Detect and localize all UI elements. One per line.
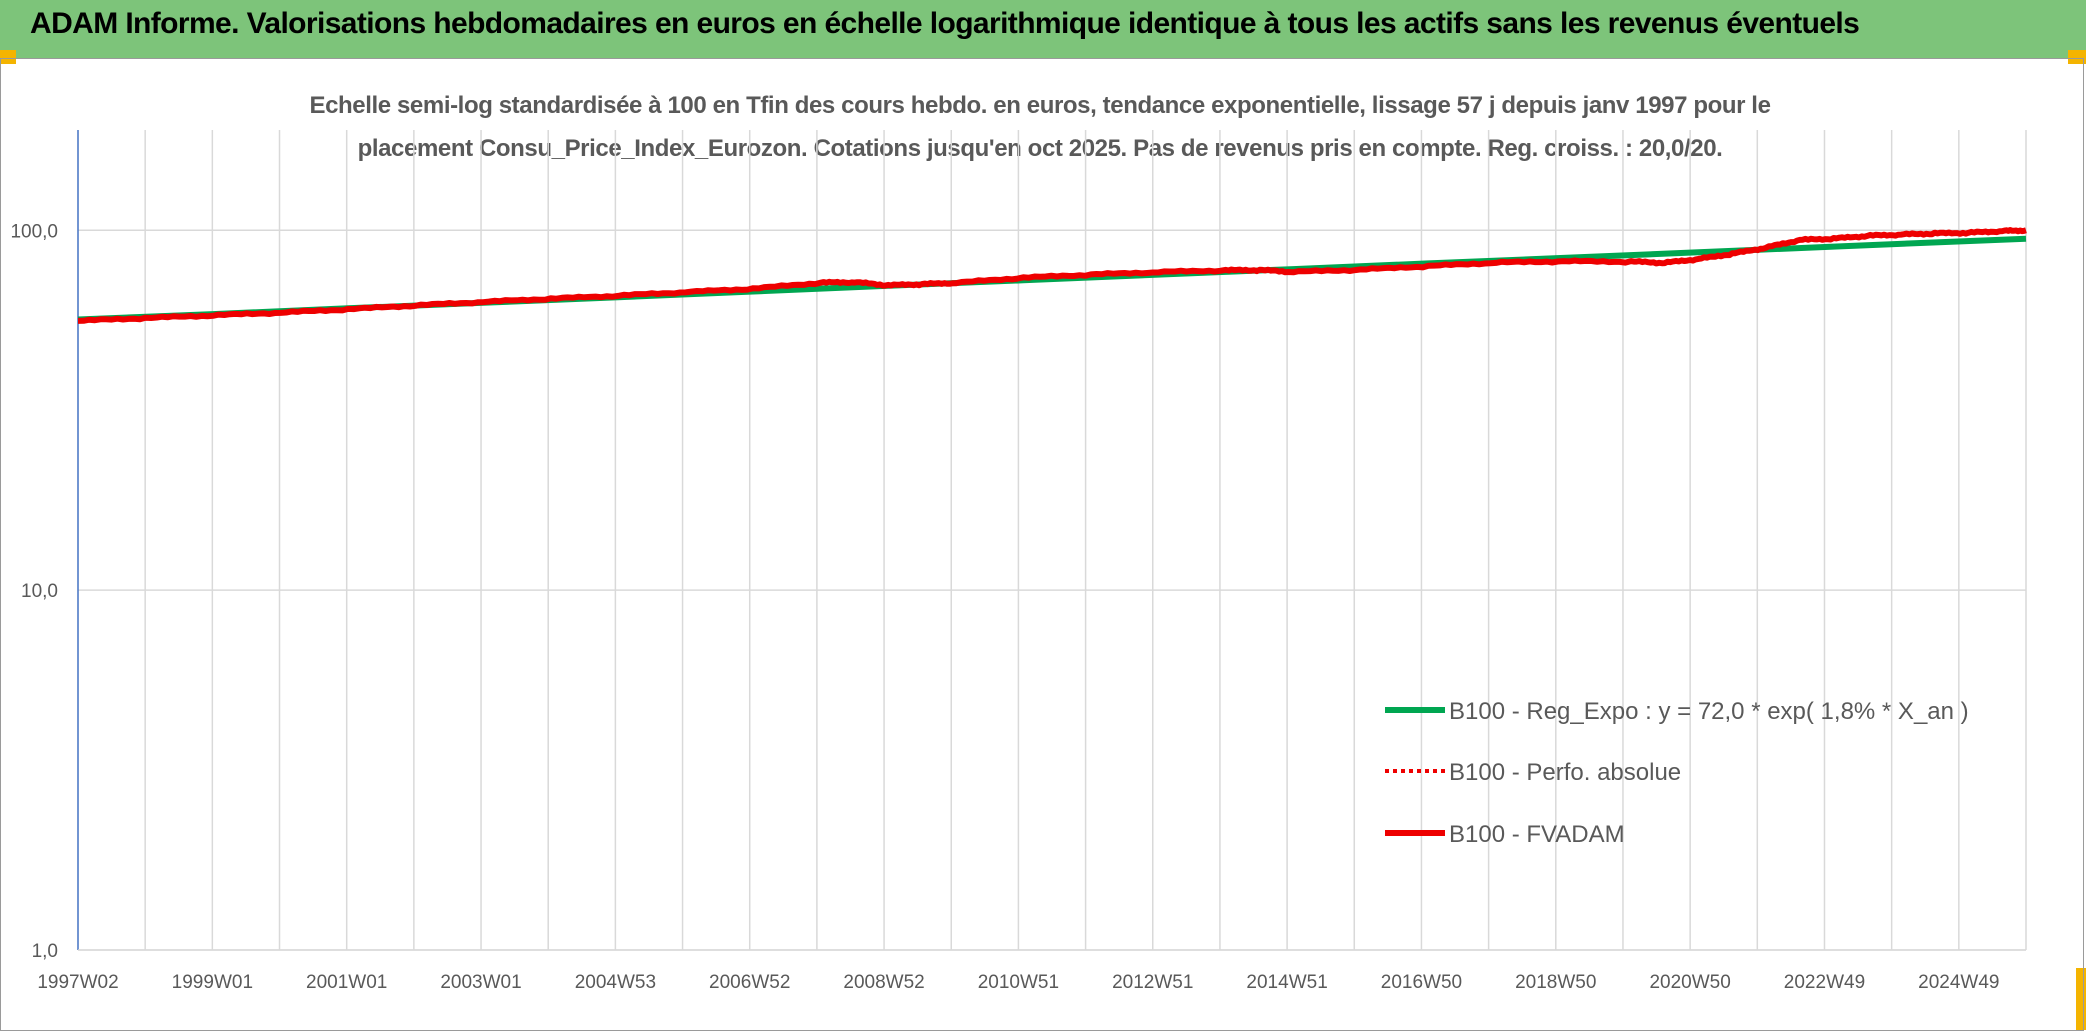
chart-title: Echelle semi-log standardisée à 100 en T… (220, 84, 1860, 170)
report-title: ADAM Informe. Valorisations hebdomadaire… (30, 7, 1860, 40)
x-tick-label: 2016W50 (1381, 972, 1462, 993)
x-tick-label: 2008W52 (843, 972, 924, 993)
corner-accent-right (2068, 50, 2086, 64)
axes (77, 130, 2026, 951)
series-fvadam-line (77, 227, 2027, 324)
series-layer (77, 227, 2027, 324)
x-tick-label: 1999W01 (172, 972, 253, 993)
chart-title-line-2: placement Consu_Price_Index_Eurozon. Cot… (357, 135, 1723, 162)
x-tick-label: 2012W51 (1112, 972, 1193, 993)
y-tick-labels: 1,0 10,0 100,0 (10, 221, 58, 962)
x-tick-label: 2010W51 (978, 972, 1059, 993)
chart-title-line-1: Echelle semi-log standardisée à 100 en T… (309, 92, 1771, 119)
y-tick-label: 10,0 (21, 581, 58, 602)
legend-label: B100 - Reg_Expo : y = 72,0 * exp( 1,8% *… (1449, 698, 1969, 725)
x-tick-label: 2022W49 (1784, 972, 1865, 993)
x-tick-label: 2006W52 (709, 972, 790, 993)
legend-label: B100 - Perfo. absolue (1449, 759, 1681, 786)
x-tick-label: 2003W01 (440, 972, 521, 993)
x-tick-label: 2018W50 (1515, 972, 1596, 993)
corner-accent-bottom-right (2076, 968, 2086, 1030)
x-tick-label: 2001W01 (306, 972, 387, 993)
x-tick-label: 2024W49 (1918, 972, 1999, 993)
x-tick-label: 1997W02 (37, 972, 118, 993)
y-tick-label: 100,0 (10, 221, 58, 242)
legend-label: B100 - FVADAM (1449, 821, 1625, 848)
y-tick-label: 1,0 (32, 941, 58, 962)
x-tick-label: 2020W50 (1649, 972, 1730, 993)
x-tick-label: 2014W51 (1246, 972, 1327, 993)
chart-frame (0, 58, 2084, 1031)
x-tick-labels: 1997W02 1999W01 2001W01 2003W01 2004W53 2006W… (37, 972, 1999, 993)
report-banner: ADAM Informe. Valorisations hebdomadaire… (0, 0, 2086, 58)
corner-accent-left (0, 50, 16, 64)
x-tick-label: 2004W53 (575, 972, 656, 993)
legend: B100 - Reg_Expo : y = 72,0 * exp( 1,8% *… (1385, 698, 1969, 848)
